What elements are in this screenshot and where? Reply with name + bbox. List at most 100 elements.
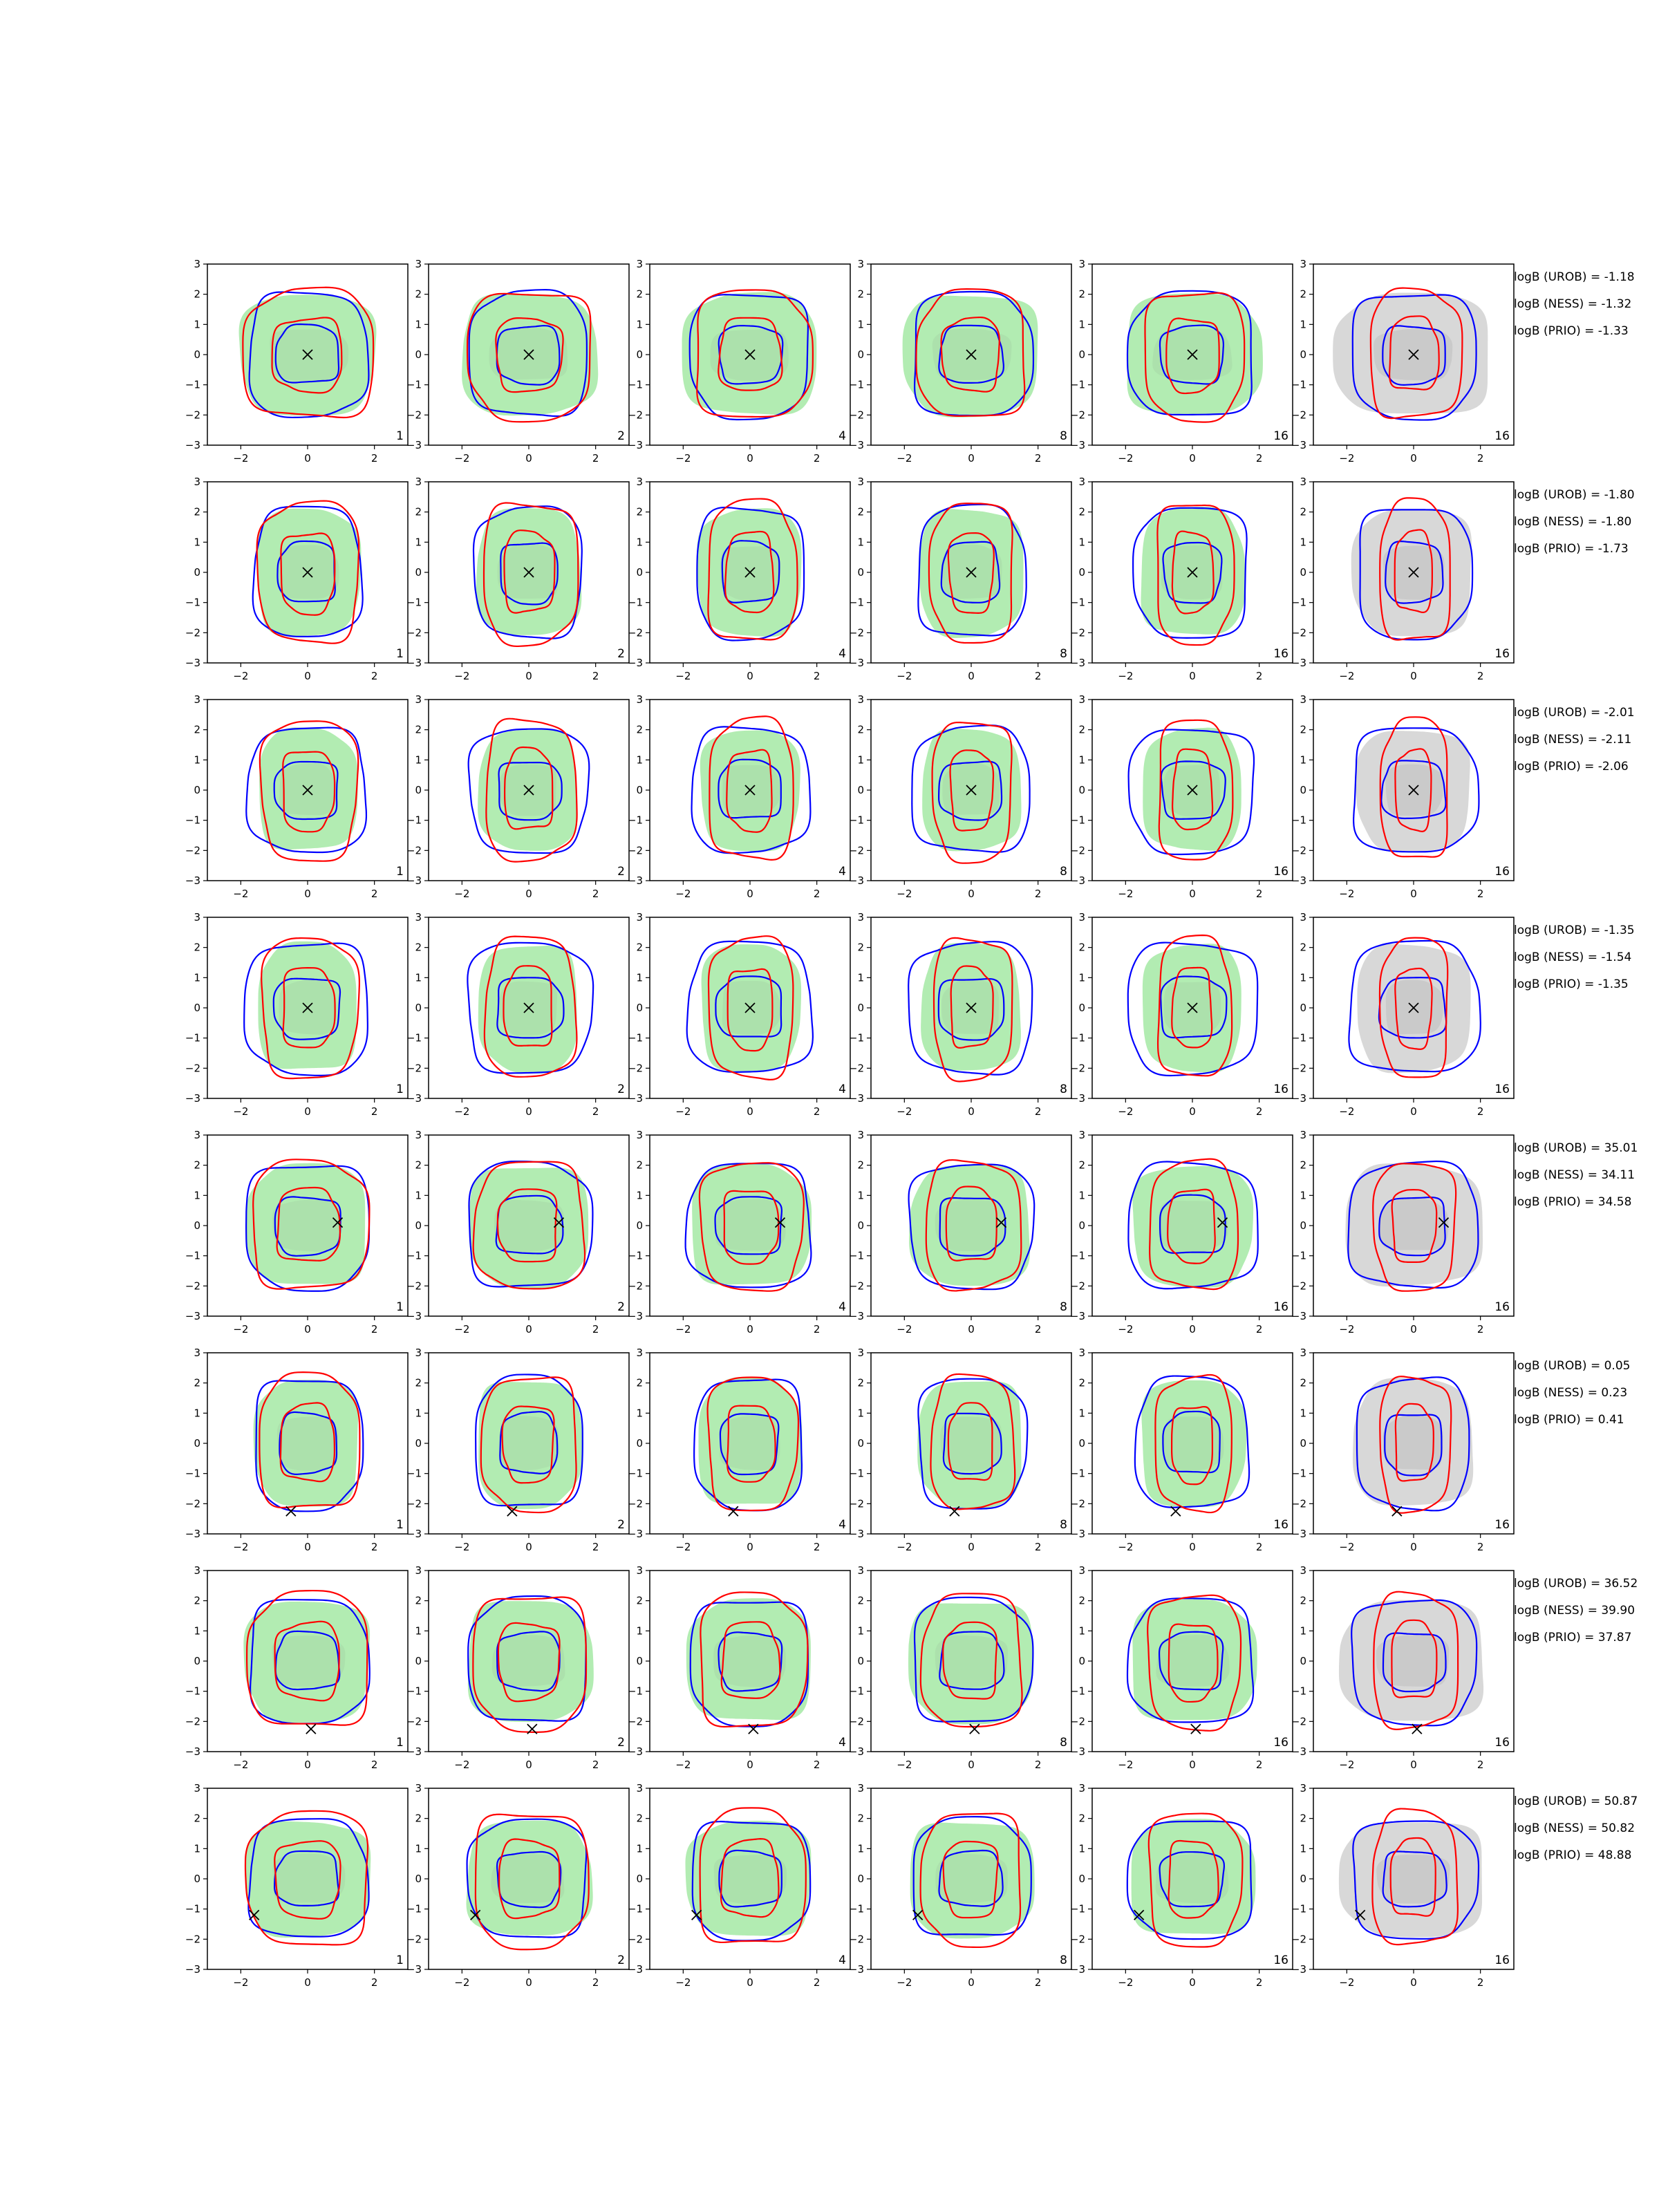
y-tick-label: −1 [1291, 1685, 1306, 1698]
true-value-marker [1187, 1002, 1198, 1013]
y-tick-label: 1 [415, 318, 422, 330]
y-tick-label: −2 [628, 1280, 643, 1292]
y-tick-label: 2 [194, 1159, 200, 1172]
y-tick-label: 0 [194, 1655, 200, 1667]
x-tick-label: 2 [371, 1976, 378, 1989]
panel-r6-c6: 3 2 1 0 −1 −2 −3 −2 0 2 16 [1291, 1347, 1515, 1553]
x-tick-label: 2 [1035, 1759, 1042, 1771]
plot-area [1126, 1812, 1256, 1948]
inner-density-region [270, 329, 349, 381]
panel-r5-c3: 3 2 1 0 −1 −2 −3 −2 0 2 4 [628, 1129, 851, 1335]
y-tick-label: −2 [628, 844, 643, 856]
y-tick-label: 1 [857, 1624, 864, 1637]
panel-corner-label: 4 [838, 865, 846, 879]
inner-density-region [491, 1634, 565, 1687]
y-tick-label: 1 [636, 1842, 643, 1855]
y-tick-label: −1 [1291, 379, 1306, 391]
y-tick-label: 0 [857, 1437, 864, 1450]
x-tick-label: 2 [814, 1323, 821, 1335]
x-tick-label: 2 [814, 1759, 821, 1771]
panel-corner-label: 1 [396, 647, 404, 661]
y-tick-label: 1 [857, 1407, 864, 1419]
y-tick-label: −2 [1291, 1715, 1306, 1727]
y-tick-label: 1 [1078, 1407, 1085, 1419]
true-value-marker [302, 567, 313, 578]
blue-contour-outer [249, 1599, 371, 1725]
inner-density-region [713, 1855, 787, 1904]
panel-r4-c3: 3 2 1 0 −1 −2 −3 −2 0 2 4 [628, 911, 851, 1118]
y-tick-label: −3 [849, 1528, 864, 1540]
red-contour-inner [1388, 315, 1440, 391]
y-tick-label: 3 [1078, 1564, 1085, 1577]
blue-contour-outer [468, 1160, 594, 1288]
inner-density-region [935, 1635, 1008, 1688]
true-value-marker [306, 1723, 317, 1734]
panel-corner-label: 16 [1273, 1300, 1288, 1314]
y-tick-label: 2 [194, 506, 200, 518]
y-tick-label: −2 [1291, 1280, 1306, 1292]
logb-annotation: logB (PRIO) = 48.88 [1514, 1848, 1631, 1862]
y-tick-label: 0 [194, 784, 200, 796]
y-tick-label: −3 [628, 439, 643, 451]
x-tick-label: −2 [233, 670, 248, 682]
blue-contour-outer [1353, 727, 1480, 853]
panel-r1-c1: 3 2 1 0 −1 −2 −3 −2 0 2 1 [185, 258, 409, 465]
blue-contour-outer [908, 1163, 1035, 1291]
y-tick-label: −1 [185, 1250, 200, 1262]
blue-contour-inner [1158, 1631, 1224, 1691]
red-contour-inner [1168, 1623, 1219, 1703]
panel-corner-label: 1 [396, 1518, 404, 1532]
y-tick-label: 2 [415, 506, 422, 518]
x-tick-label: 0 [747, 1323, 753, 1335]
panel-corner-label: 1 [396, 429, 404, 443]
y-tick-label: 1 [857, 536, 864, 548]
y-tick-label: 2 [1078, 1595, 1085, 1607]
logb-annotation: logB (UROB) = 35.01 [1514, 1141, 1638, 1155]
panel-corner-label: 2 [617, 1953, 625, 1967]
y-tick-label: 1 [415, 1189, 422, 1201]
red-contour-outer [1158, 719, 1234, 861]
panel-r4-c6: 3 2 1 0 −1 −2 −3 −2 0 2 16 [1291, 911, 1515, 1118]
y-tick-label: 0 [415, 1655, 422, 1667]
y-tick-label: 1 [1078, 1842, 1085, 1855]
y-tick-label: −3 [1291, 1528, 1306, 1540]
plot-area [917, 1373, 1029, 1510]
red-contour-inner [274, 1840, 341, 1920]
y-tick-label: 0 [415, 1437, 422, 1450]
y-tick-label: −1 [1070, 1903, 1085, 1915]
blue-contour-inner [938, 324, 1004, 384]
y-tick-label: 2 [636, 941, 643, 954]
y-tick-label: 2 [1300, 1812, 1306, 1825]
x-tick-label: 0 [968, 1105, 975, 1118]
plot-area [1345, 1160, 1483, 1292]
y-tick-label: −3 [406, 1745, 422, 1758]
red-contour-inner [940, 316, 1000, 393]
plot-area [1353, 1376, 1474, 1514]
panel-r7-c1: 3 2 1 0 −1 −2 −3 −2 0 2 1 [185, 1564, 409, 1771]
y-tick-label: −2 [849, 626, 864, 639]
logb-annotation: logB (UROB) = -1.35 [1514, 924, 1635, 937]
y-tick-label: −1 [185, 1685, 200, 1698]
blue-contour-outer [248, 291, 370, 419]
y-tick-label: 1 [857, 753, 864, 766]
x-tick-label: 2 [1477, 888, 1484, 900]
y-tick-label: 0 [857, 1002, 864, 1014]
y-tick-label: 0 [415, 1219, 422, 1232]
red-contour-inner [1170, 1405, 1214, 1485]
blue-contour-inner [939, 1631, 1005, 1690]
blue-contour-outer [1348, 939, 1481, 1073]
x-tick-label: 0 [968, 1541, 975, 1553]
x-tick-label: 2 [1477, 452, 1484, 465]
y-tick-label: −3 [1291, 1963, 1306, 1976]
x-tick-label: −2 [1339, 452, 1354, 465]
y-tick-label: 2 [194, 1812, 200, 1825]
inner-density-region [1376, 1635, 1450, 1687]
panel-r7-c4: 3 2 1 0 −1 −2 −3 −2 0 2 8 [849, 1564, 1072, 1771]
panel-grid: 3 2 1 0 −1 −2 −3 −2 0 2 1 3 2 1 0 −1 −2 −3 −2 0 2 2 3 2 1 0 −1 −2 −3… [185, 258, 1515, 1989]
blue-contour-outer [1347, 1160, 1479, 1289]
x-tick-label: 0 [304, 1323, 311, 1335]
y-tick-label: −3 [849, 874, 864, 887]
blue-contour-outer [917, 1378, 1029, 1510]
panel-corner-label: 16 [1494, 1953, 1510, 1967]
x-tick-label: −2 [675, 1541, 691, 1553]
